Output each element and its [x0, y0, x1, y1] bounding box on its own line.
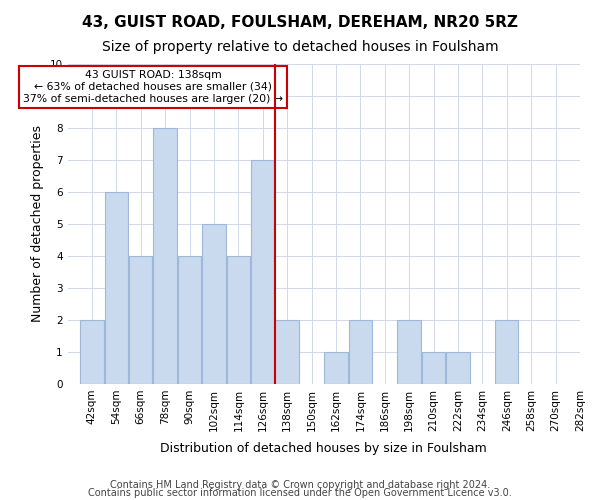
Bar — [397, 320, 421, 384]
X-axis label: Distribution of detached houses by size in Foulsham: Distribution of detached houses by size … — [160, 442, 487, 455]
Bar — [154, 128, 177, 384]
Bar — [495, 320, 518, 384]
Bar — [275, 320, 299, 384]
Text: Size of property relative to detached houses in Foulsham: Size of property relative to detached ho… — [101, 40, 499, 54]
Bar — [202, 224, 226, 384]
Bar — [324, 352, 347, 384]
Bar — [446, 352, 470, 384]
Text: 43, GUIST ROAD, FOULSHAM, DEREHAM, NR20 5RZ: 43, GUIST ROAD, FOULSHAM, DEREHAM, NR20 … — [82, 15, 518, 30]
Text: 43 GUIST ROAD: 138sqm
← 63% of detached houses are smaller (34)
37% of semi-deta: 43 GUIST ROAD: 138sqm ← 63% of detached … — [23, 70, 283, 104]
Bar — [349, 320, 372, 384]
Bar — [129, 256, 152, 384]
Bar — [80, 320, 104, 384]
Bar — [422, 352, 445, 384]
Bar — [104, 192, 128, 384]
Bar — [251, 160, 274, 384]
Text: Contains HM Land Registry data © Crown copyright and database right 2024.: Contains HM Land Registry data © Crown c… — [110, 480, 490, 490]
Bar — [227, 256, 250, 384]
Y-axis label: Number of detached properties: Number of detached properties — [31, 126, 44, 322]
Bar — [178, 256, 201, 384]
Text: Contains public sector information licensed under the Open Government Licence v3: Contains public sector information licen… — [88, 488, 512, 498]
